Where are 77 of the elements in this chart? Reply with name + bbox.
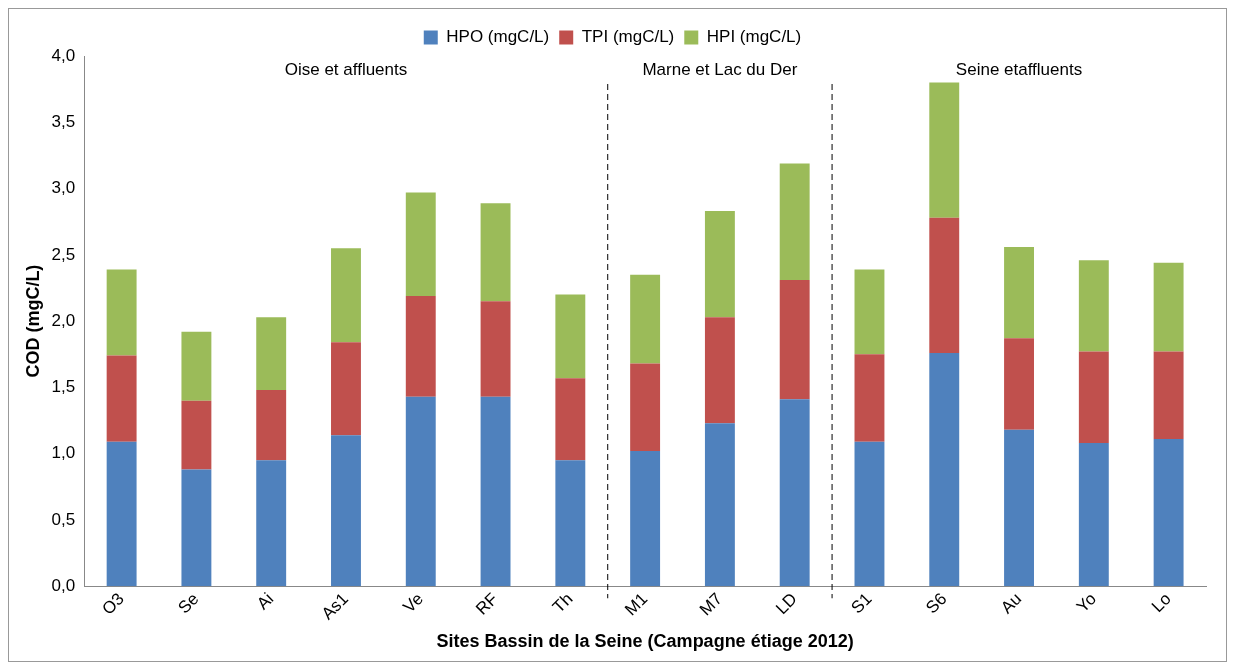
bar bbox=[779, 163, 810, 281]
bar bbox=[704, 423, 735, 587]
x-axis-title: Sites Bassin de la Seine (Campagne étiage 2012) bbox=[436, 631, 854, 652]
x-tick-label: Se bbox=[174, 589, 203, 618]
bar bbox=[854, 354, 885, 442]
y-tick-label: 2,5 bbox=[51, 244, 76, 264]
bar bbox=[405, 295, 436, 397]
bar bbox=[1004, 429, 1034, 587]
bar bbox=[630, 363, 661, 452]
x-tick-label: Lo bbox=[1147, 589, 1175, 616]
bar bbox=[331, 248, 361, 343]
bar bbox=[181, 400, 212, 470]
bar bbox=[256, 317, 287, 391]
y-tick-label: 0,0 bbox=[51, 575, 76, 595]
bar bbox=[779, 399, 810, 587]
bar bbox=[854, 441, 885, 587]
bar bbox=[854, 269, 885, 355]
bar bbox=[405, 192, 436, 296]
annotation: Oise et affluents bbox=[284, 59, 408, 79]
bar bbox=[106, 269, 137, 356]
bar bbox=[331, 342, 361, 436]
y-tick-label: 3,0 bbox=[51, 178, 76, 198]
bar bbox=[630, 274, 661, 364]
legend-label: HPI (mgC/L) bbox=[706, 27, 802, 47]
x-tick-label: RF bbox=[472, 589, 502, 619]
x-tick-label: S1 bbox=[847, 589, 876, 618]
x-tick-label: Ai bbox=[253, 589, 278, 614]
x-tick-label: M1 bbox=[621, 589, 652, 620]
x-tick-label: As1 bbox=[317, 589, 353, 624]
legend-label: TPI (mgC/L) bbox=[581, 27, 675, 47]
x-tick-label: M7 bbox=[695, 589, 727, 620]
legend-label: HPO (mgC/L) bbox=[446, 27, 550, 47]
y-tick-label: 2,0 bbox=[51, 310, 76, 330]
y-tick-label: 4,0 bbox=[51, 45, 76, 65]
bar bbox=[779, 280, 810, 400]
bar bbox=[106, 441, 137, 587]
bar bbox=[106, 355, 137, 442]
annotation: Marne et Lac du Der bbox=[642, 59, 798, 79]
y-tick-label: 1,0 bbox=[51, 443, 76, 463]
x-tick-label: Th bbox=[549, 589, 577, 617]
bar bbox=[704, 211, 735, 318]
bar bbox=[929, 352, 960, 587]
x-tick-label: LD bbox=[772, 589, 801, 618]
annotation: Seine etaffluents bbox=[955, 59, 1083, 79]
bar bbox=[1078, 443, 1109, 587]
x-tick-label: O3 bbox=[98, 589, 128, 619]
bar bbox=[256, 390, 287, 461]
bar bbox=[480, 396, 511, 587]
bar bbox=[1078, 351, 1109, 444]
bar bbox=[405, 396, 436, 587]
bar bbox=[480, 203, 511, 302]
bar bbox=[630, 451, 661, 587]
bar bbox=[256, 460, 287, 587]
y-tick-label: 1,5 bbox=[51, 377, 76, 397]
bar bbox=[181, 331, 212, 401]
bar bbox=[929, 217, 960, 353]
y-tick-label: 0,5 bbox=[51, 509, 76, 529]
bar bbox=[181, 469, 212, 587]
x-tick-label: Au bbox=[997, 589, 1026, 618]
bar bbox=[480, 301, 511, 397]
bar bbox=[331, 435, 361, 587]
bar bbox=[1153, 262, 1184, 352]
bar bbox=[1153, 351, 1184, 440]
bar bbox=[1004, 246, 1034, 339]
bar bbox=[555, 294, 586, 379]
bar bbox=[1153, 439, 1184, 587]
bar bbox=[1078, 260, 1109, 352]
bar bbox=[1004, 338, 1034, 430]
bar bbox=[555, 378, 586, 461]
x-tick-label: Ve bbox=[399, 589, 427, 617]
bar bbox=[704, 317, 735, 424]
bar bbox=[929, 82, 960, 218]
x-tick-label: Yo bbox=[1072, 589, 1100, 617]
y-tick-label: 3,5 bbox=[51, 111, 76, 131]
x-tick-label: S6 bbox=[922, 589, 951, 618]
y-axis-title: COD (mgC/L) bbox=[22, 264, 43, 378]
bar bbox=[555, 460, 586, 587]
